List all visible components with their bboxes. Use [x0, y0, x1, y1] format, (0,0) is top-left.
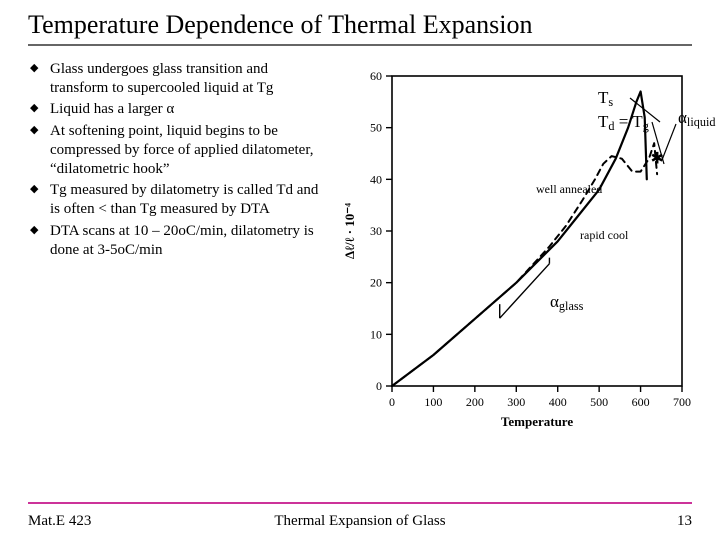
svg-text:400: 400 [549, 395, 567, 409]
list-item: DTA scans at 10 – 20oC/min, dilatometry … [28, 222, 330, 260]
list-item: At softening point, liquid begins to be … [28, 122, 330, 180]
bullet-list: Glass undergoes glass transition and tra… [28, 60, 330, 450]
svg-text:20: 20 [370, 276, 382, 290]
footer-right: 13 [677, 513, 692, 530]
svg-text:100: 100 [424, 395, 442, 409]
title-rule [28, 44, 692, 46]
chart-svg: 0 100 200 300 400 500 600 700 0 10 20 30 40 50 60 Tempe… [338, 60, 718, 440]
page-title: Temperature Dependence of Thermal Expans… [28, 10, 692, 40]
list-item: Glass undergoes glass transition and tra… [28, 60, 330, 98]
svg-text:10: 10 [370, 327, 382, 341]
svg-text:50: 50 [370, 121, 382, 135]
list-item: Tg measured by dilatometry is called Td … [28, 181, 330, 219]
label-td-tg: Td = Tg [598, 112, 649, 134]
footer: Mat.E 423 Thermal Expansion of Glass 13 [28, 513, 692, 530]
svg-text:60: 60 [370, 69, 382, 83]
svg-text:0: 0 [389, 395, 395, 409]
svg-text:600: 600 [632, 395, 650, 409]
list-item: Liquid has a larger α [28, 100, 330, 119]
svg-text:Δℓ/ℓ · 10⁻⁴: Δℓ/ℓ · 10⁻⁴ [342, 203, 357, 259]
label-well-annealed: well annealed [536, 182, 602, 197]
svg-text:500: 500 [590, 395, 608, 409]
content-row: Glass undergoes glass transition and tra… [28, 60, 692, 450]
label-alpha-glass: αglass [550, 292, 583, 314]
svg-text:Temperature: Temperature [501, 414, 573, 429]
svg-text:30: 30 [370, 224, 382, 238]
svg-text:0: 0 [376, 379, 382, 393]
svg-text:700: 700 [673, 395, 691, 409]
bottom-rule [28, 502, 692, 504]
svg-text:300: 300 [507, 395, 525, 409]
label-alpha-liquid: αliquid [678, 108, 715, 130]
svg-text:200: 200 [466, 395, 484, 409]
footer-left: Mat.E 423 [28, 513, 91, 530]
footer-center: Thermal Expansion of Glass [274, 513, 445, 530]
svg-text:40: 40 [370, 172, 382, 186]
label-ts: Ts [598, 88, 613, 110]
expansion-chart: 0 100 200 300 400 500 600 700 0 10 20 30 40 50 60 Tempe… [338, 60, 692, 450]
label-rapid-cool: rapid cool [580, 228, 628, 243]
